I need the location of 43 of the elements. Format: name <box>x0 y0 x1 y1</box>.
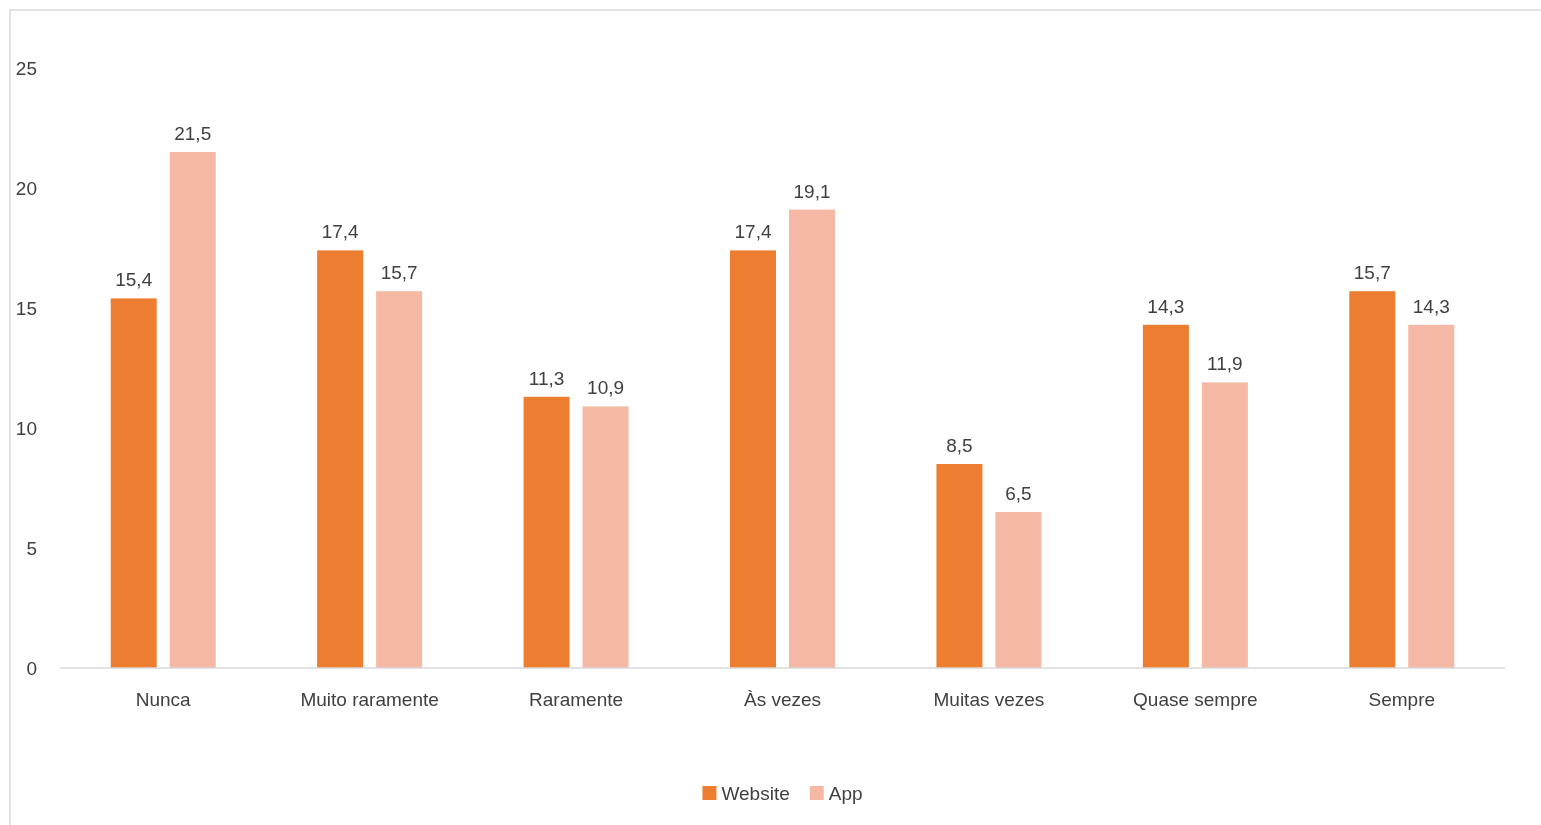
data-label: 17,4 <box>734 221 772 243</box>
bar <box>789 209 835 668</box>
bar <box>523 396 570 668</box>
y-tick-label: 0 <box>26 657 37 679</box>
y-tick-label: 5 <box>26 537 37 559</box>
bar <box>376 291 423 668</box>
data-label: 11,9 <box>1207 353 1243 375</box>
y-tick-label: 15 <box>15 297 37 319</box>
bar <box>1349 291 1396 668</box>
x-tick-label: Às vezes <box>743 689 822 710</box>
data-label: 14,3 <box>1412 295 1450 317</box>
data-label: 14,3 <box>1147 295 1185 317</box>
data-label: 21,5 <box>174 123 212 144</box>
x-tick-label: Quase sempre <box>1133 689 1258 710</box>
bar <box>1408 324 1455 668</box>
bar <box>936 464 983 668</box>
data-label: 8,5 <box>946 435 973 456</box>
data-label: 15,4 <box>115 269 153 291</box>
data-label: 19,1 <box>793 180 831 202</box>
y-tick-label: 10 <box>15 417 37 439</box>
data-label: 10,9 <box>587 377 625 399</box>
bar <box>1201 382 1248 668</box>
legend-label: Website <box>721 782 790 804</box>
bar <box>110 298 157 668</box>
bar <box>169 152 216 668</box>
bar <box>582 406 629 668</box>
data-label: 11,3 <box>528 367 565 389</box>
data-label: 15,7 <box>380 262 418 284</box>
bar <box>995 512 1042 668</box>
x-tick-label: Muitas vezes <box>933 689 1045 710</box>
data-label: 6,5 <box>1005 483 1032 504</box>
bar <box>1142 324 1189 668</box>
data-label: 15,7 <box>1353 262 1391 284</box>
y-tick-label: 20 <box>15 177 37 199</box>
x-tick-label: Nunca <box>135 689 192 710</box>
x-tick-label: Muito raramente <box>300 689 439 710</box>
y-tick-label: 25 <box>15 57 37 79</box>
bar <box>317 250 364 668</box>
data-label: 17,4 <box>321 221 360 243</box>
legend-label: App <box>828 782 863 804</box>
bar <box>730 250 776 668</box>
x-tick-label: Raramente <box>529 689 624 710</box>
x-tick-label: Sempre <box>1368 689 1436 710</box>
